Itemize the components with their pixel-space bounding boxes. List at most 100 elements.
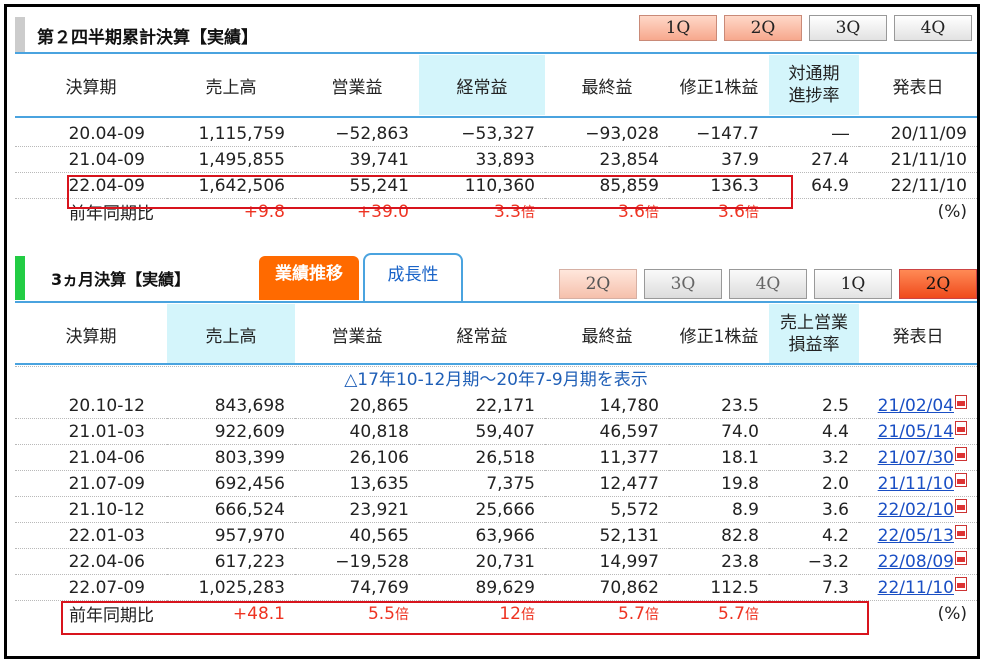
section2-title: 3ヵ月決算【実績】 — [51, 270, 191, 289]
table-row: 20.10-12 843,698 20,865 22,171 14,780 23.5 2.5… — [15, 393, 977, 419]
section2-marker — [15, 256, 25, 300]
col-net: 最終益 — [581, 326, 633, 347]
cell-date: 21/11/10 — [859, 470, 977, 497]
col-operating: 営業益 — [331, 77, 383, 98]
pdf-icon[interactable] — [955, 420, 967, 435]
release-date-link[interactable]: 22/02/10 — [877, 499, 954, 520]
yoy-value: 3.6 — [617, 201, 645, 222]
cell-eps: −147.7 — [696, 123, 759, 144]
cell-ratio: 4.4 — [769, 418, 859, 445]
section1-rule — [15, 52, 977, 54]
tab-2q[interactable]: 2Q — [724, 15, 802, 41]
cell-date: 21/07/30 — [859, 444, 977, 471]
cell-eps: 23.5 — [721, 395, 759, 416]
yoy-row: 前年同期比 +48.1 5.5倍 12倍 5.7倍 5.7倍 (%) — [15, 600, 977, 626]
cell-period: 20.04-09 — [68, 123, 145, 144]
tab-1q[interactable]: 1Q — [639, 15, 717, 41]
pdf-icon[interactable] — [955, 498, 967, 513]
yoy-sales: +9.8 — [167, 198, 295, 224]
section1-title: 第２四半期累計決算【実績】 — [37, 28, 258, 48]
bai-unit: 倍 — [645, 606, 659, 623]
cell-ratio: ― — [832, 123, 849, 144]
tab-2q[interactable]: 2Q — [899, 269, 977, 299]
col-margin: 売上営業 損益率 — [769, 304, 859, 364]
cell-ordinary: 20,731 — [419, 548, 545, 575]
col-sales: 売上高 — [205, 77, 257, 98]
tab-1q[interactable]: 1Q — [814, 269, 892, 299]
highlight-box-s1 — [67, 175, 793, 209]
release-date-link[interactable]: 22/05/13 — [877, 525, 954, 546]
release-date-link[interactable]: 22/08/09 — [877, 551, 954, 572]
section2-quarter-tabs: 2Q 3Q 4Q 1Q 2Q — [552, 269, 977, 299]
col-eps: 修正1株益 — [679, 326, 759, 347]
release-date-link[interactable]: 21/11/10 — [877, 473, 954, 494]
cell-net: 12,477 — [545, 470, 669, 497]
cell-net: 70,862 — [545, 574, 669, 601]
col-net: 最終益 — [581, 77, 633, 98]
cell-sales: 1,495,855 — [167, 146, 295, 173]
yoy-ordinary: 12倍 — [419, 600, 545, 626]
release-date-link[interactable]: 21/02/04 — [877, 395, 954, 416]
tab-performance[interactable]: 業績推移 — [259, 256, 359, 300]
col-eps: 修正1株益 — [679, 77, 759, 98]
yoy-unit: (%) — [859, 198, 977, 224]
yoy-value: 12 — [499, 603, 521, 624]
pdf-icon[interactable] — [955, 524, 967, 539]
cell-operating: 13,635 — [295, 470, 419, 497]
cell-operating: 39,741 — [295, 146, 419, 173]
pdf-icon[interactable] — [955, 446, 967, 461]
cell-date: 20/11/09 — [890, 123, 967, 144]
cell-period: 22.04-06 — [15, 548, 167, 575]
cell-period: 20.10-12 — [68, 395, 145, 416]
cell-sales: 1,025,283 — [167, 574, 295, 601]
cell-ordinary: 26,518 — [419, 444, 545, 471]
section1-marker — [15, 17, 25, 53]
cell-sales: 1,115,759 — [198, 123, 285, 144]
yoy-eps: 5.7倍 — [669, 600, 769, 626]
col-ordinary: 経常益 — [456, 326, 508, 347]
cell-ordinary: 59,407 — [419, 418, 545, 445]
cell-net: −93,028 — [585, 123, 659, 144]
section2-header-rule — [15, 363, 977, 365]
release-date-link[interactable]: 21/05/14 — [877, 421, 954, 442]
section1-body: 20.04-09 1,115,759 −52,863 −53,327 −93,028 −1… — [15, 121, 977, 224]
cell-ratio: 2.5 — [821, 395, 849, 416]
cell-sales: 843,698 — [214, 395, 285, 416]
tab-growth[interactable]: 成長性 — [363, 253, 463, 302]
section2-header-row: 決算期 売上高 営業益 経常益 最終益 修正1株益 売上営業 損益率 発表日 — [15, 304, 977, 364]
cell-date: 22/08/09 — [859, 548, 977, 575]
cell-ratio: 4.2 — [769, 522, 859, 549]
cell-ordinary: 7,375 — [419, 470, 545, 497]
pdf-icon[interactable] — [955, 472, 967, 487]
pdf-icon[interactable] — [955, 576, 967, 591]
cell-eps: 8.9 — [669, 496, 769, 523]
pdf-icon[interactable] — [955, 394, 967, 409]
release-date-link[interactable]: 22/11/10 — [877, 577, 954, 598]
cell-sales: 666,524 — [167, 496, 295, 523]
table-row: 21.01-03 922,609 40,818 59,407 46,597 74.0 4.4… — [15, 418, 977, 445]
tab-4q[interactable]: 4Q — [894, 15, 972, 41]
pdf-icon[interactable] — [955, 550, 967, 565]
cell-operating: 74,769 — [295, 574, 419, 601]
yoy-unit: (%) — [859, 600, 977, 626]
tab-3q[interactable]: 3Q — [809, 15, 887, 41]
cell-ordinary: 89,629 — [419, 574, 545, 601]
cell-operating: −52,863 — [335, 123, 409, 144]
tab-3q[interactable]: 3Q — [644, 269, 722, 299]
tab-4q[interactable]: 4Q — [729, 269, 807, 299]
col-period: 決算期 — [65, 77, 117, 98]
release-date-link[interactable]: 21/07/30 — [877, 447, 954, 468]
cell-date: 22/11/10 — [859, 574, 977, 601]
cell-period: 21.04-09 — [15, 146, 167, 173]
tab-2q-prev[interactable]: 2Q — [559, 269, 637, 299]
cell-eps: 74.0 — [669, 418, 769, 445]
yoy-value: 3.6 — [717, 201, 745, 222]
cell-period: 21.01-03 — [15, 418, 167, 445]
cell-ratio: 27.4 — [769, 146, 859, 173]
cell-net: 52,131 — [545, 522, 669, 549]
table-row: 22.07-09 1,025,283 74,769 89,629 70,862 112.5… — [15, 574, 977, 601]
yoy-empty — [769, 198, 859, 224]
table-row: 21.10-12 666,524 23,921 25,666 5,572 8.9 3.6 22… — [15, 496, 977, 523]
cell-net: 14,780 — [599, 395, 659, 416]
show-earlier-periods-link[interactable]: △17年10-12月期～20年7-9月期を表示 — [15, 366, 977, 393]
